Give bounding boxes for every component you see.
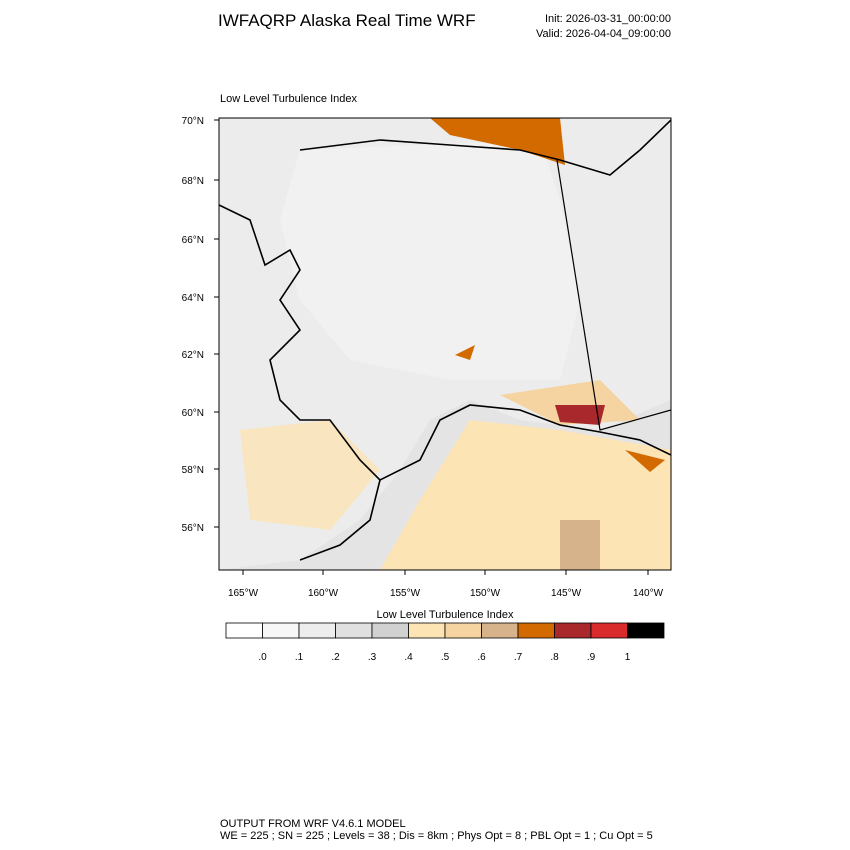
lat-label: 66°N	[182, 235, 204, 246]
colorbar-box	[444, 622, 482, 639]
lon-label: 155°W	[390, 588, 421, 599]
footer-line: OUTPUT FROM WRF V4.6.1 MODEL	[220, 818, 406, 830]
map	[219, 118, 671, 570]
colorbar-label: .5	[441, 652, 450, 663]
lat-label: 60°N	[182, 408, 204, 419]
lon-label: 165°W	[228, 588, 259, 599]
lat-label: 58°N	[182, 465, 204, 476]
lon-label: 140°W	[633, 588, 664, 599]
init-time: Init: 2026-03-31_00:00:00	[545, 13, 671, 25]
colorbar-box	[262, 622, 300, 639]
colorbar-box	[225, 622, 263, 639]
map-frame	[218, 117, 672, 571]
map-title: Low Level Turbulence Index	[220, 93, 357, 105]
title: IWFAQRP Alaska Real Time WRF	[218, 11, 476, 30]
colorbar-box	[335, 622, 373, 639]
colorbar-box	[481, 622, 519, 639]
lon-label: 145°W	[551, 588, 582, 599]
lat-label: 70°N	[182, 116, 204, 127]
lon-label: 160°W	[308, 588, 339, 599]
colorbar-box	[627, 622, 665, 639]
colorbar-box	[554, 622, 592, 639]
lat-label: 62°N	[182, 350, 204, 361]
footer-line: WE = 225 ; SN = 225 ; Levels = 38 ; Dis …	[220, 830, 653, 842]
lon-label: 150°W	[470, 588, 501, 599]
colorbar-title: Low Level Turbulence Index	[377, 609, 514, 621]
colorbar-label: .1	[295, 652, 304, 663]
colorbar-box	[298, 622, 336, 639]
lat-label: 64°N	[182, 293, 204, 304]
lat-label: 68°N	[182, 176, 204, 187]
colorbar-box	[590, 622, 628, 639]
colorbar-box	[408, 622, 446, 639]
colorbar-box	[371, 622, 409, 639]
colorbar-label: .8	[550, 652, 559, 663]
colorbar-label: 1	[625, 652, 631, 663]
colorbar-label: .7	[514, 652, 523, 663]
lat-label: 56°N	[182, 523, 204, 534]
colorbar-label: .0	[258, 652, 267, 663]
colorbar-label: .6	[477, 652, 486, 663]
colorbar-label: .3	[368, 652, 377, 663]
valid-time: Valid: 2026-04-04_09:00:00	[536, 28, 671, 40]
colorbar-box	[517, 622, 555, 639]
colorbar-label: .9	[587, 652, 596, 663]
colorbar-label: .4	[404, 652, 413, 663]
colorbar-label: .2	[331, 652, 340, 663]
